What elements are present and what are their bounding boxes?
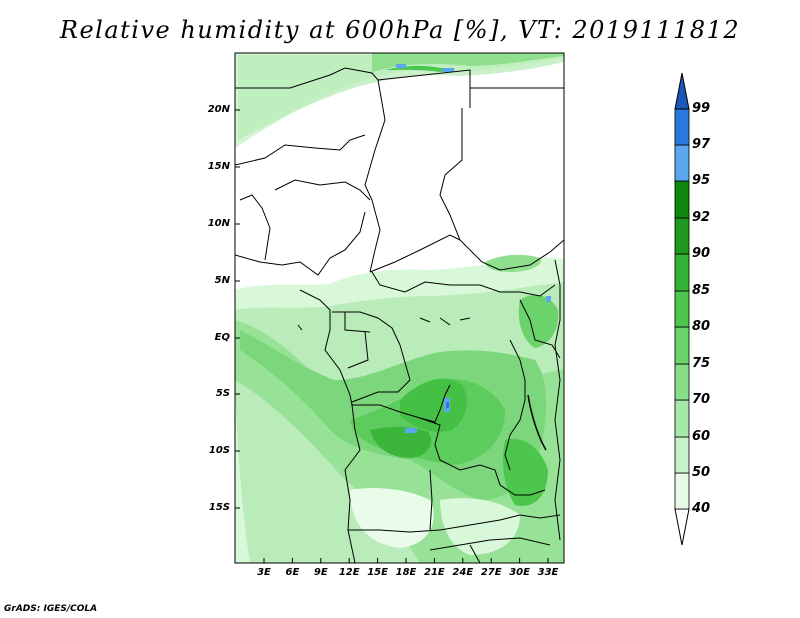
x-tick-label: 27E xyxy=(480,567,502,578)
humidity-field xyxy=(235,53,564,563)
x-tick-label: 33E xyxy=(537,567,559,578)
colorbar-segment xyxy=(674,108,690,146)
x-tick-label: 3E xyxy=(257,567,271,578)
y-tick-label: 20N xyxy=(207,104,230,115)
y-tick-label: 5N xyxy=(214,275,230,286)
y-tick-label: 10N xyxy=(207,218,230,229)
colorbar-segment xyxy=(674,326,690,365)
colorbar-arrow-low xyxy=(674,508,690,546)
colorbar-label: 97 xyxy=(692,137,711,152)
colorbar-label: 85 xyxy=(692,283,711,298)
colorbar-label: 99 xyxy=(692,101,711,116)
colorbar-segment xyxy=(674,363,690,401)
x-tick-label: 9E xyxy=(313,567,328,578)
colorbar-label: 80 xyxy=(692,319,711,334)
colorbar-segment xyxy=(674,217,690,255)
x-tick-label: 30E xyxy=(509,567,530,578)
x-tick-label: 21E xyxy=(424,567,445,578)
x-tick-label: 15E xyxy=(367,567,388,578)
colorbar-segment xyxy=(674,180,690,219)
x-tick-label: 12E xyxy=(338,567,360,578)
colorbar-label: 40 xyxy=(692,501,711,516)
colorbar-label: 92 xyxy=(692,210,711,225)
colorbar-segment xyxy=(674,290,690,328)
x-tick-label: 24E xyxy=(452,567,474,578)
x-tick-label: 18E xyxy=(395,567,417,578)
map-frame xyxy=(234,52,565,564)
colorbar-label: 75 xyxy=(692,356,711,371)
colorbar-segment xyxy=(674,472,690,510)
colorbar-segment xyxy=(674,436,690,474)
colorbar-label: 90 xyxy=(692,246,711,261)
y-tick-label: 10S xyxy=(208,445,230,456)
colorbar xyxy=(674,72,690,546)
colorbar-segment xyxy=(674,144,690,182)
colorbar-label: 60 xyxy=(692,429,711,444)
y-tick-label: EQ xyxy=(214,332,230,343)
map-title: Relative humidity at 600hPa [%], VT: 201… xyxy=(59,16,741,44)
y-tick-label: 15S xyxy=(208,502,230,513)
credit-text: GrADS: IGES/COLA xyxy=(4,604,98,614)
colorbar-label: 50 xyxy=(692,465,711,480)
x-tick-label: 6E xyxy=(285,567,300,578)
colorbar-arrow-high xyxy=(674,72,690,110)
colorbar-label: 70 xyxy=(692,392,711,407)
colorbar-label: 95 xyxy=(692,173,711,188)
y-tick-label: 5S xyxy=(215,388,230,399)
colorbar-segment xyxy=(674,399,690,438)
colorbar-segment xyxy=(674,253,690,292)
y-tick-label: 15N xyxy=(207,161,230,172)
